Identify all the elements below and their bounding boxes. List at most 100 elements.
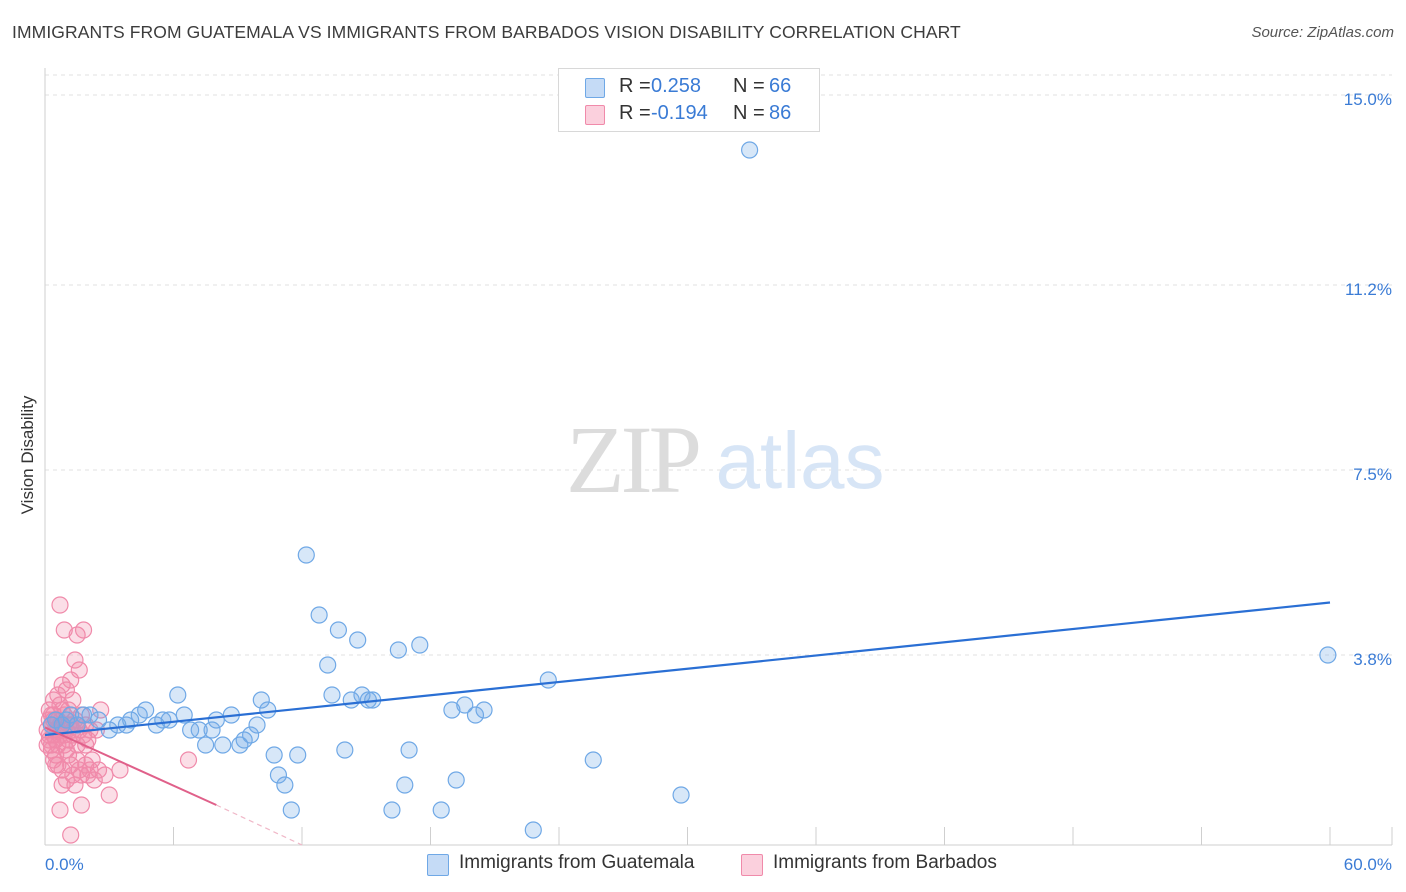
barbados-point — [57, 681, 76, 699]
guatemala-point — [396, 776, 414, 794]
guatemala-point — [252, 691, 270, 709]
r-label: R = — [619, 75, 651, 97]
guatemala-point — [203, 721, 221, 739]
barbados-point — [57, 741, 76, 759]
barbados-n-value: 86 — [769, 102, 792, 124]
guatemala-point — [672, 786, 690, 804]
guatemala-point — [214, 736, 232, 754]
guatemala-point — [160, 711, 178, 729]
barbados-point — [74, 621, 93, 639]
guatemala-point — [169, 686, 187, 704]
barbados-legend-label: Immigrants from Barbados — [773, 852, 997, 873]
barbados-point — [96, 766, 114, 784]
barbados-point — [44, 751, 63, 769]
y-tick-label: 15.0% — [1344, 90, 1392, 109]
guatemala-point — [741, 141, 759, 159]
guatemala-point — [276, 776, 294, 794]
barbados-point — [66, 651, 84, 669]
barbados-legend-swatch — [741, 854, 763, 876]
guatemala-point — [207, 711, 225, 729]
barbados-point — [55, 621, 73, 639]
guatemala-point — [137, 701, 155, 719]
guatemala-point — [466, 706, 485, 724]
guatemala-point — [475, 701, 493, 719]
guatemala-point — [329, 621, 348, 639]
guatemala-point — [62, 706, 80, 724]
grid-lines — [45, 74, 1392, 656]
y-tick-label: 7.5% — [1353, 465, 1392, 484]
guatemala-point — [242, 726, 260, 744]
guatemala-point — [584, 751, 602, 769]
guatemala-point — [383, 801, 401, 819]
chart-title: IMMIGRANTS FROM GUATEMALA VS IMMIGRANTS … — [12, 22, 961, 42]
barbados-trend-extension — [216, 804, 303, 846]
guatemala-point — [319, 656, 337, 674]
guatemala-legend-swatch — [427, 854, 449, 876]
guatemala-point — [297, 546, 315, 564]
guatemala-point — [447, 771, 465, 789]
barbados-point — [72, 796, 91, 814]
r-label: R = — [619, 102, 651, 124]
barbados-point — [100, 786, 118, 804]
guatemala-point — [443, 701, 461, 719]
guatemala-n-value: 66 — [769, 75, 792, 97]
barbados-swatch — [585, 105, 605, 125]
guatemala-point — [349, 631, 367, 649]
guatemala-legend-label: Immigrants from Guatemala — [459, 852, 695, 873]
guatemala-point — [310, 606, 328, 624]
guatemala-point — [89, 711, 108, 729]
tick-labels: 3.8% 7.5% 11.2% 15.0% 0.0% 60.0% — [45, 90, 1392, 874]
barbados-point — [53, 776, 71, 794]
guatemala-point — [190, 721, 208, 739]
barbados-point — [83, 751, 101, 769]
barbados-point — [38, 736, 56, 754]
barbados-point — [179, 751, 198, 769]
barbados-point — [51, 596, 69, 614]
barbados-point — [62, 826, 80, 844]
y-tick-label: 11.2% — [1345, 280, 1392, 299]
barbados-point — [53, 701, 71, 719]
trend-lines — [44, 601, 1331, 846]
guatemala-point — [259, 701, 277, 719]
guatemala-point — [68, 716, 86, 734]
guatemala-point — [411, 636, 429, 654]
n-label: N = — [733, 102, 765, 124]
watermark-zip: ZIP — [566, 406, 699, 513]
guatemala-trend-line — [44, 601, 1331, 737]
barbados-point — [85, 771, 103, 789]
guatemala-point — [282, 801, 300, 819]
guatemala-point — [539, 671, 557, 689]
guatemala-points — [42, 141, 1337, 839]
barbados-point — [64, 691, 82, 709]
guatemala-point — [389, 641, 407, 659]
guatemala-swatch — [585, 78, 605, 98]
x-tick-label-min: 0.0% — [45, 855, 84, 874]
guatemala-point — [456, 696, 474, 714]
guatemala-point — [323, 686, 341, 704]
correlation-legend: R = 0.258 N = 66 R = -0.194 N = 86 — [558, 68, 820, 132]
barbados-trend-line — [44, 726, 217, 806]
guatemala-r-value: 0.258 — [651, 75, 702, 97]
guatemala-point — [175, 706, 193, 724]
barbados-point — [51, 801, 69, 819]
y-tick-label: 3.8% — [1353, 650, 1392, 669]
guatemala-point — [400, 741, 418, 759]
guatemala-point — [81, 706, 99, 724]
guatemala-point — [336, 741, 354, 759]
barbados-point — [72, 766, 91, 784]
guatemala-point — [265, 746, 283, 764]
guatemala-point — [524, 821, 542, 839]
barbados-point — [62, 671, 80, 689]
guatemala-point — [1319, 646, 1337, 664]
guatemala-point — [432, 801, 450, 819]
guatemala-point — [197, 736, 215, 754]
x-tick-label-max: 60.0% — [1344, 855, 1392, 874]
guatemala-point — [248, 716, 266, 734]
watermark-atlas: atlas — [716, 416, 885, 505]
barbados-r-value: -0.194 — [651, 102, 708, 124]
source-note: Source: ZipAtlas.com — [1251, 24, 1394, 41]
n-label: N = — [733, 75, 765, 97]
guatemala-point — [289, 746, 307, 764]
guatemala-point — [269, 766, 288, 784]
